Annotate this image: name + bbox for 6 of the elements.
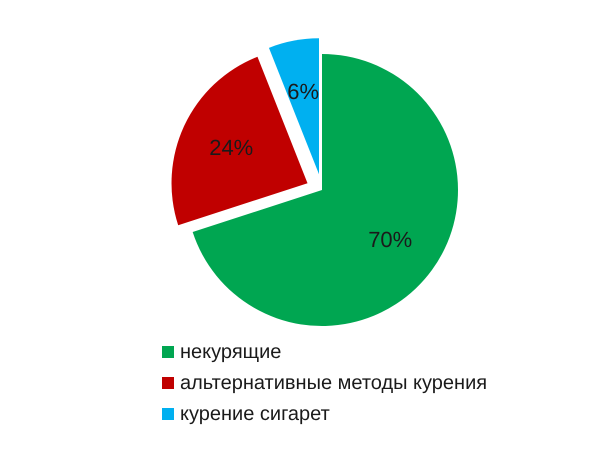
legend-label: альтернативные методы курения [180, 372, 488, 394]
data-label: 6% [287, 78, 320, 104]
data-label: 70% [368, 227, 412, 252]
legend-label: некурящие [180, 341, 282, 363]
legend-label: курение сигарет [180, 403, 330, 425]
data-label: 24% [209, 134, 254, 160]
